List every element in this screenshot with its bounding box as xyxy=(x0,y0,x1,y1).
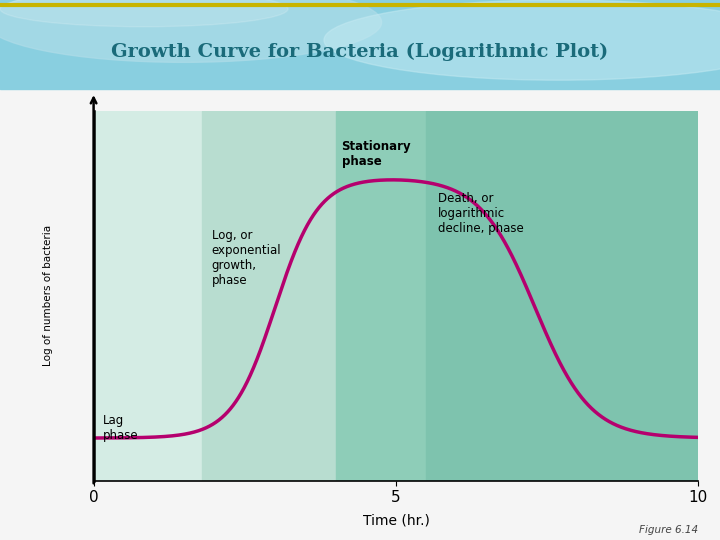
Ellipse shape xyxy=(0,0,288,26)
Text: Log of numbers of bacteria: Log of numbers of bacteria xyxy=(43,225,53,366)
Bar xyxy=(202,111,336,481)
Text: Death, or
logarithmic
decline, phase: Death, or logarithmic decline, phase xyxy=(438,192,524,235)
X-axis label: Time (hr.): Time (hr.) xyxy=(363,514,429,528)
Text: Growth Curve for Bacteria (Logarithmic Plot): Growth Curve for Bacteria (Logarithmic P… xyxy=(112,43,608,61)
Text: Figure 6.14: Figure 6.14 xyxy=(639,524,698,535)
Ellipse shape xyxy=(324,0,720,80)
Bar xyxy=(426,111,698,481)
Text: Log, or
exponential
growth,
phase: Log, or exponential growth, phase xyxy=(212,229,282,287)
Ellipse shape xyxy=(0,0,382,62)
Bar xyxy=(336,111,426,481)
Bar xyxy=(94,111,202,481)
Text: Stationary
phase: Stationary phase xyxy=(341,140,411,168)
Text: Lag
phase: Lag phase xyxy=(103,414,138,442)
